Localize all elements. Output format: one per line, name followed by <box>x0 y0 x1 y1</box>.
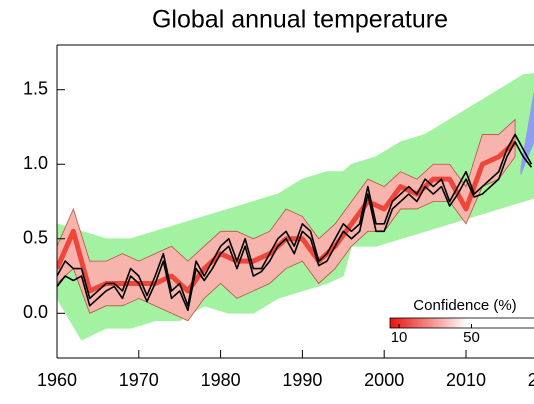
colorbar-title: Confidence (%) <box>413 297 516 314</box>
y-tick-label: 1.5 <box>23 78 48 98</box>
x-tick-label: 2020 <box>528 370 534 390</box>
x-tick-label: 2010 <box>446 370 486 390</box>
x-tick-label: 1990 <box>282 370 322 390</box>
y-tick-label: 1.0 <box>23 153 48 173</box>
y-tick-label: 0.0 <box>23 302 48 322</box>
y-tick-label: 0.5 <box>23 228 48 248</box>
x-tick-label: 2000 <box>364 370 404 390</box>
observed-line <box>57 133 533 307</box>
confidence-band <box>57 118 516 322</box>
colorbar-tick-label: 50 <box>463 329 480 346</box>
x-tick-label: 1960 <box>37 370 77 390</box>
colorbar <box>389 317 534 329</box>
plot-area <box>57 73 534 341</box>
chart-title: Global annual temperature <box>152 6 448 34</box>
colorbar-tick-label: 10 <box>391 329 408 346</box>
x-tick-label: 1980 <box>201 370 241 390</box>
x-tick-label: 1970 <box>119 370 159 390</box>
observed-line <box>57 141 533 312</box>
